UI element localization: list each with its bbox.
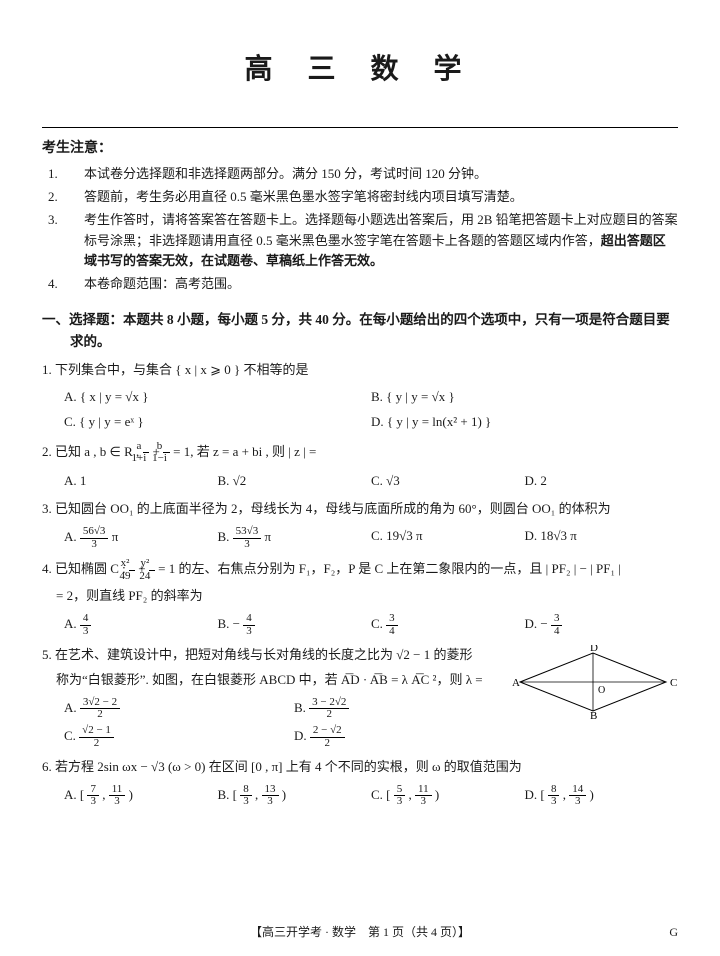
q6-opt-a: A. [ 73 , 113 ) [64, 782, 218, 810]
q1-opt-b: B. { y | y = √x } [371, 385, 678, 410]
q4-opt-a: A. 43 [64, 611, 218, 639]
question-4: 4. 已知椭圆 C : x²49 + y²24 = 1 的左、右焦点分别为 F₁… [42, 558, 678, 639]
notice-item: 3.考生作答时，请将答案答在答题卡上。选择题每小题选出答案后，用 2B 铅笔把答… [84, 210, 678, 272]
question-6: 6. 若方程 2sin ωx − √3 (ω > 0) 在区间 [0 , π] … [42, 757, 678, 810]
q3-opt-a: A. 56√33 π [64, 524, 218, 552]
svg-text:C: C [670, 677, 677, 689]
q6-opt-c: C. [ 53 , 113 ) [371, 782, 525, 810]
q2-opt-c: C. √3 [371, 469, 525, 494]
rhombus-diagram: A C D B O [508, 645, 678, 719]
svg-text:D: D [590, 645, 598, 654]
q1-stem: 1. 下列集合中，与集合 { x | x ⩾ 0 } 不相等的是 [56, 360, 678, 381]
section-heading: 一、选择题：本题共 8 小题，每小题 5 分，共 40 分。在每小题给出的四个选… [70, 309, 678, 352]
notice-heading: 考生注意： [42, 138, 678, 160]
q5-opt-b: B. 3 − 2√22 [294, 695, 524, 723]
q4-opt-c: C. 34 [371, 611, 525, 639]
footer-code: G [669, 923, 678, 942]
question-3: 3. 已知圆台 OO₁ 的上底面半径为 2，母线长为 4，母线与底面所成的角为 … [42, 499, 678, 552]
q5-opt-a: A. 3√2 − 22 [64, 695, 294, 723]
q2-opt-d: D. 2 [525, 469, 679, 494]
q1-opt-d: D. { y | y = ln(x² + 1) } [371, 410, 678, 435]
q2-opt-a: A. 1 [64, 469, 218, 494]
question-1: 1. 下列集合中，与集合 { x | x ⩾ 0 } 不相等的是 A. { x … [42, 360, 678, 434]
q5-line1: 5. 在艺术、建筑设计中，把短对角线与长对角线的长度之比为 √2 − 1 的菱形 [56, 645, 502, 666]
q3-opt-c: C. 19√3 π [371, 524, 525, 552]
q6-opt-b: B. [ 83 , 133 ) [218, 782, 372, 810]
svg-text:B: B [590, 710, 597, 719]
notice-item: 1.本试卷分选择题和非选择题两部分。满分 150 分，考试时间 120 分钟。 [84, 164, 678, 185]
q5-opt-c: C. √2 − 12 [64, 723, 294, 751]
q4-stem: 4. 已知椭圆 C : x²49 + y²24 = 1 的左、右焦点分别为 F₁… [56, 558, 678, 582]
q4-opt-d: D. − 34 [525, 611, 679, 639]
svg-text:A: A [512, 677, 520, 689]
horizontal-rule [42, 127, 678, 128]
notice-item: 4.本卷命题范围：高考范围。 [84, 274, 678, 295]
q5-line2: 称为“白银菱形”. 如图，在白银菱形 ABCD 中，若 A͞D · A͞B = … [56, 670, 502, 691]
notice-item: 2.答题前，考生务必用直径 0.5 毫米黑色墨水签字笔将密封线内项目填写清楚。 [84, 187, 678, 208]
q4-opt-b: B. − 43 [218, 611, 372, 639]
notice-list: 1.本试卷分选择题和非选择题两部分。满分 150 分，考试时间 120 分钟。 … [66, 164, 678, 295]
svg-text:O: O [598, 685, 605, 696]
q6-stem: 6. 若方程 2sin ωx − √3 (ω > 0) 在区间 [0 , π] … [56, 757, 678, 778]
q1-opt-c: C. { y | y = eˣ } [64, 410, 371, 435]
q3-stem: 3. 已知圆台 OO₁ 的上底面半径为 2，母线长为 4，母线与底面所成的角为 … [56, 499, 678, 520]
q3-opt-b: B. 53√33 π [218, 524, 372, 552]
page-footer: 【高三开学考 · 数学 第 1 页（共 4 页）】 G [0, 923, 720, 942]
q2-opt-b: B. √2 [218, 469, 372, 494]
question-5: 5. 在艺术、建筑设计中，把短对角线与长对角线的长度之比为 √2 − 1 的菱形… [42, 645, 678, 751]
q2-stem: 2. 已知 a , b ∈ R , a1+i + b1−i = 1, 若 z =… [56, 441, 678, 465]
page-title: 高 三 数 学 [42, 48, 678, 93]
q5-opt-d: D. 2 − √22 [294, 723, 524, 751]
q4-stem-cont: = 2，则直线 PF₂ 的斜率为 [70, 586, 678, 607]
q3-opt-d: D. 18√3 π [525, 524, 679, 552]
q6-opt-d: D. [ 83 , 143 ) [525, 782, 679, 810]
question-2: 2. 已知 a , b ∈ R , a1+i + b1−i = 1, 若 z =… [42, 441, 678, 494]
q1-opt-a: A. { x | y = √x } [64, 385, 371, 410]
